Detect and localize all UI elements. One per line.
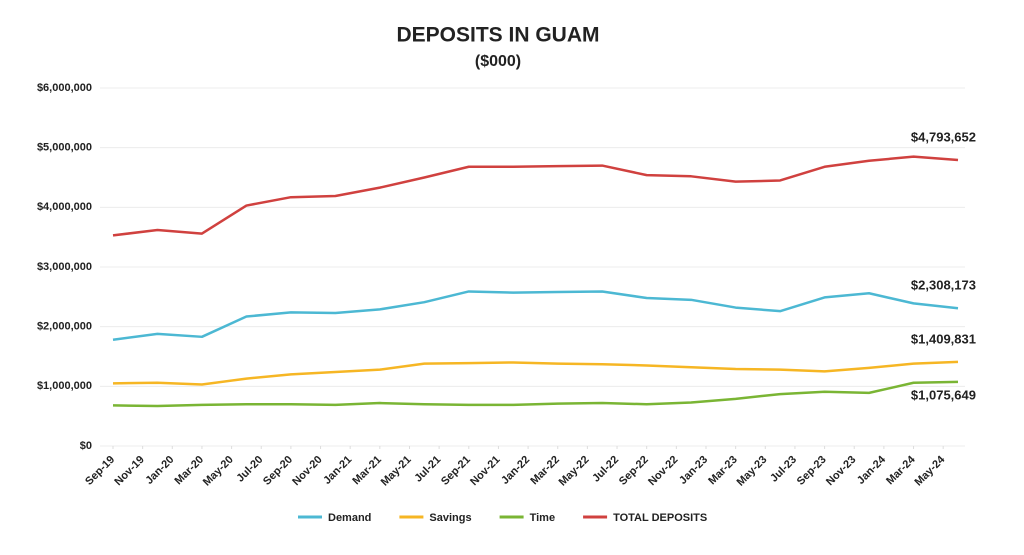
x-tick-label: Nov-23 [824,454,858,488]
x-tick-label: Nov-19 [112,454,146,488]
series-line [112,360,959,386]
x-tick-label: May-22 [557,454,592,489]
data-label: $2,308,173 [911,278,976,293]
legend-label: Demand [328,512,371,524]
x-tick-label: May-24 [912,453,947,488]
x-tick-label: Jan-21 [321,454,354,487]
x-tick-label: Jan-20 [143,454,176,487]
y-tick-label: $6,000,000 [37,82,92,94]
data-label: $4,793,652 [911,129,976,144]
x-tick-label: May-21 [379,454,414,489]
x-tick-label: Mar-20 [173,454,207,488]
y-tick-label: $1,000,000 [37,380,92,392]
y-tick-label: $3,000,000 [37,261,92,273]
data-label: $1,409,831 [911,331,976,346]
series-line [112,380,959,408]
y-tick-label: $5,000,000 [37,142,92,154]
legend-label: Savings [429,512,471,524]
chart-title: DEPOSITS IN GUAM [396,24,599,47]
x-tick-label: Mar-22 [528,454,562,488]
x-tick-label: Jan-22 [499,454,532,487]
x-tick-label: Sep-19 [83,454,117,488]
x-tick-label: Sep-23 [795,454,829,488]
x-tick-label: Jan-23 [677,454,710,487]
series-line [112,290,959,342]
x-tick-label: Sep-20 [261,454,295,488]
series-line [112,155,959,237]
chart-subtitle: ($000) [475,53,521,70]
x-tick-label: Sep-22 [617,454,651,488]
x-tick-label: Nov-22 [646,454,680,488]
x-tick-label: May-23 [735,454,770,489]
x-tick-label: Nov-21 [468,454,502,488]
data-label: $1,075,649 [911,387,976,402]
x-tick-label: Nov-20 [290,454,324,488]
y-tick-label: $0 [80,440,92,452]
y-tick-label: $2,000,000 [37,321,92,333]
x-tick-label: Mar-21 [350,454,384,488]
x-tick-label: Sep-21 [439,454,473,488]
legend-label: TOTAL DEPOSITS [613,512,707,524]
y-tick-label: $4,000,000 [37,201,92,213]
x-tick-label: May-20 [201,454,236,489]
x-tick-label: Mar-23 [706,454,740,488]
x-tick-label: Jan-24 [855,453,889,487]
legend-label: Time [530,512,555,524]
